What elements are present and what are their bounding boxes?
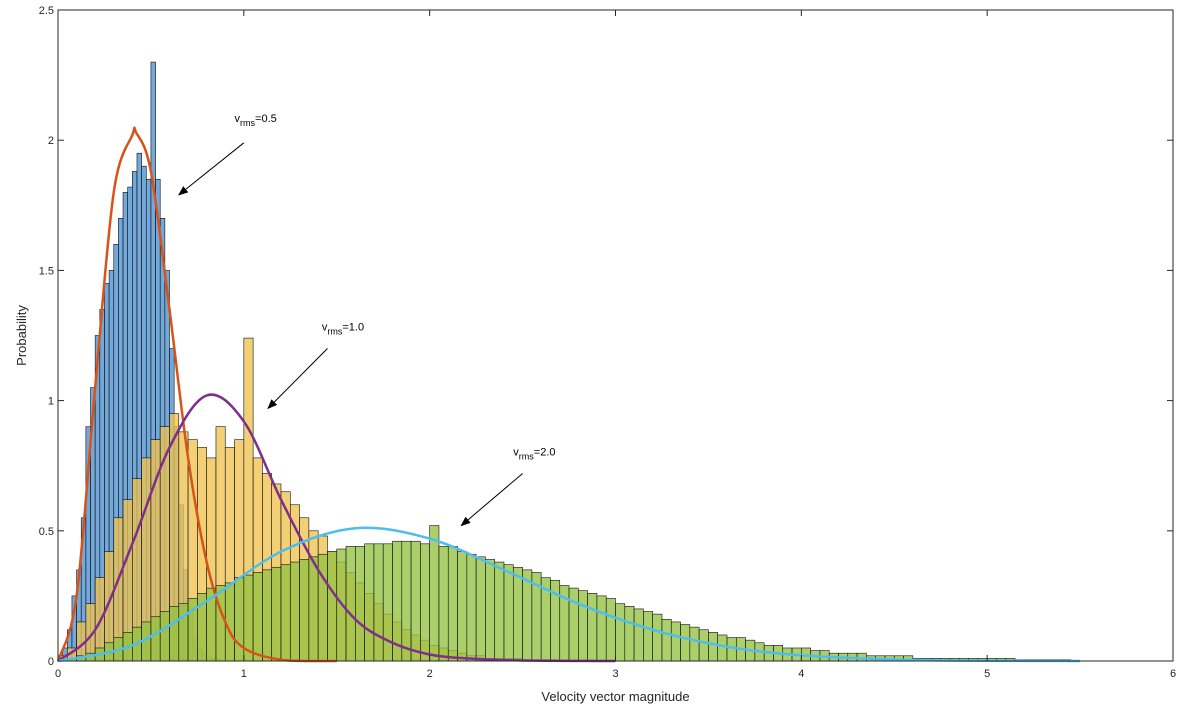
- histogram-bar: [485, 559, 496, 662]
- histogram-bar: [169, 606, 180, 662]
- annotation-3: vrms=2.0: [460, 446, 556, 527]
- axis-ticks: 0 1 2 3 4 5 6 0 0.5 1 1.5 2 2.5: [39, 5, 1176, 680]
- histogram-bar: [680, 624, 691, 662]
- histogram-bar: [643, 611, 653, 662]
- histogram-series-1: [57, 61, 221, 662]
- histogram-bar: [289, 561, 300, 662]
- histogram-bar: [364, 543, 375, 662]
- histogram-bar: [670, 621, 681, 662]
- histogram-bar: [698, 629, 709, 662]
- x-tick-label: 6: [1170, 668, 1176, 680]
- x-tick-label: 5: [984, 668, 990, 680]
- histogram-bar: [457, 551, 468, 662]
- x-tick-label: 1: [241, 668, 247, 680]
- histogram-bar: [717, 634, 728, 662]
- density-curve-1: [56, 126, 337, 663]
- histogram-bar: [726, 637, 737, 662]
- x-tick-label: 0: [55, 668, 61, 680]
- histogram-bar: [596, 595, 607, 662]
- x-axis-label: Velocity vector magnitude: [541, 689, 689, 704]
- histogram-bar: [280, 564, 291, 662]
- histogram-bar: [708, 632, 719, 662]
- density-curve-3: [57, 526, 1081, 663]
- histogram-bar: [178, 603, 189, 662]
- histogram-bar: [327, 551, 338, 662]
- histogram-bar: [438, 546, 449, 662]
- histogram-bar: [624, 606, 635, 662]
- histogram-bar: [150, 616, 161, 662]
- histogram-bar: [420, 543, 430, 662]
- y-axis-label: Probability: [14, 305, 29, 366]
- x-tick-label: 2: [427, 668, 433, 680]
- x-tick-label: 4: [798, 668, 804, 680]
- histogram-bar: [410, 540, 421, 662]
- annotations: vrms=0.5 vrms=1.0 vrms=2.0: [178, 113, 556, 527]
- y-tick-label: 1.5: [39, 265, 54, 277]
- annotation-arrow: [460, 473, 523, 527]
- histogram-bar: [578, 590, 588, 662]
- histogram-bar: [475, 556, 486, 662]
- y-tick-label: 2.5: [39, 5, 54, 17]
- histogram-bar: [633, 608, 644, 662]
- density-curve-2: [57, 393, 616, 663]
- histogram-bar: [512, 566, 523, 662]
- histogram-bar: [401, 540, 412, 662]
- histogram-bar: [224, 582, 235, 662]
- histogram-bar: [252, 572, 263, 662]
- histogram-bar: [503, 564, 514, 662]
- y-tick-label: 0: [48, 656, 54, 668]
- annotation-label: vrms=2.0: [513, 446, 555, 461]
- annotation-label: vrms=1.0: [322, 321, 364, 336]
- y-tick-label: 1: [48, 396, 54, 408]
- histogram-bar: [159, 611, 170, 662]
- histogram-bar: [345, 546, 356, 662]
- annotation-label: vrms=0.5: [235, 113, 277, 128]
- histogram-bar: [587, 592, 598, 662]
- annotation-arrow: [178, 142, 245, 196]
- histogram-bar: [262, 569, 273, 662]
- histogram-bar: [661, 619, 672, 662]
- histogram-bar: [215, 585, 226, 662]
- histogram-bar: [299, 559, 310, 662]
- histogram-bar: [522, 569, 533, 662]
- histogram-bar: [605, 598, 616, 662]
- histogram-bar: [308, 556, 319, 662]
- y-tick-label: 2: [48, 135, 54, 147]
- annotation-2: vrms=1.0: [267, 321, 364, 410]
- histogram-bar: [373, 543, 384, 662]
- histogram-bar: [615, 603, 626, 662]
- histogram-bar: [494, 561, 505, 662]
- histogram-bar: [466, 553, 477, 662]
- x-tick-label: 3: [612, 668, 618, 680]
- histogram-bar: [271, 566, 282, 662]
- histogram-bar: [568, 587, 579, 662]
- histogram-bar: [652, 613, 663, 662]
- annotation-1: vrms=0.5: [178, 113, 277, 196]
- y-tick-label: 0.5: [39, 526, 54, 538]
- histogram-bar: [429, 525, 440, 662]
- histogram-bar: [689, 626, 700, 662]
- histogram-bar: [355, 546, 365, 662]
- density-curves: [56, 126, 1081, 663]
- histogram-bar: [447, 546, 458, 662]
- annotation-arrow: [267, 348, 328, 410]
